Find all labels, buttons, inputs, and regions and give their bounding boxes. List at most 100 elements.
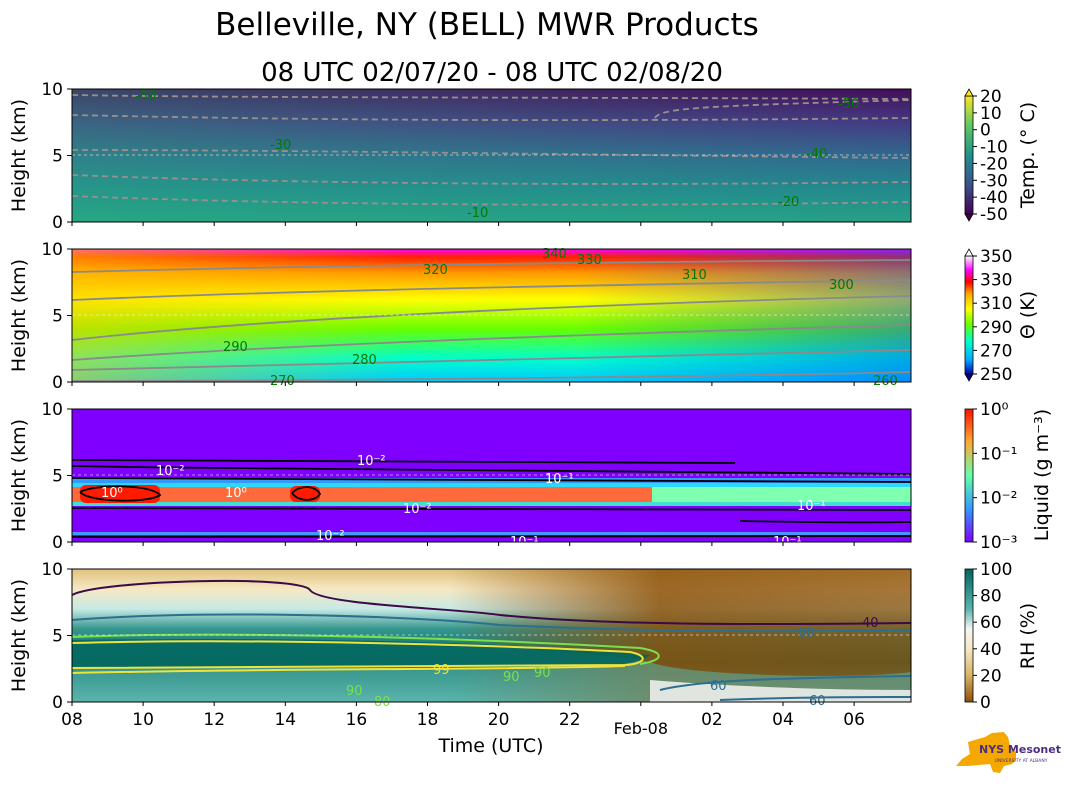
colorbar-tick-label: 60 <box>980 613 1002 633</box>
contour-label: 60 <box>798 626 815 641</box>
panel-temperature: -50 -30 -10 -50 -40 -20 <box>71 88 912 223</box>
temperature-contour-labels: -50 -30 -10 -50 -40 -20 <box>135 89 859 221</box>
colorbar-temperature <box>964 88 974 222</box>
figure-title: Belleville, NY (BELL) MWR Products <box>215 7 759 43</box>
contour-label: -50 <box>838 97 859 112</box>
x-tick-label: 02 <box>701 710 723 730</box>
contour-label: 290 <box>223 340 248 355</box>
panel-rh: 40 60 99 90 90 60 60 90 80 <box>71 568 912 710</box>
new-york-state-icon <box>956 732 1016 773</box>
contour-label: 90 <box>534 666 551 681</box>
y-tick-label: 5 <box>52 467 63 487</box>
x-axis-label: Time (UTC) <box>437 735 543 757</box>
colorbar-tick-label: 100 <box>980 560 1012 580</box>
colorbar-tick-label: 80 <box>980 587 1002 607</box>
contour-label: 10⁻² <box>316 529 345 544</box>
contour-label: 10⁰ <box>225 486 247 501</box>
contour-label: 330 <box>577 253 602 268</box>
contour-label: 99 <box>433 663 450 678</box>
x-tick-label: 10 <box>132 710 154 730</box>
colorbar-tick-label: 310 <box>980 294 1012 314</box>
colorbar-ticks: 20100-10-20-30-40-5035033031029027025010… <box>973 87 1017 713</box>
colorbar-label-rh: RH (%) <box>1017 603 1039 669</box>
x-tick-label: 18 <box>417 710 439 730</box>
theta-contours <box>71 259 912 382</box>
colorbar-theta <box>964 248 974 382</box>
contour-label: 90 <box>503 670 520 685</box>
liquid-field <box>72 409 911 542</box>
colorbar-label-liquid: Liquid (g m⁻³) <box>1031 409 1053 541</box>
colorbar-tick-label: 330 <box>980 271 1012 291</box>
colorbar-tick-label: 40 <box>980 640 1002 660</box>
rh-contours <box>71 579 912 701</box>
colorbar-tick-label: 290 <box>980 318 1012 338</box>
nys-mesonet-logo: NYS Mesonet UNIVERSITY AT ALBANY <box>956 732 1061 773</box>
y-tick-label: 0 <box>52 373 63 393</box>
contour-label: 310 <box>682 268 707 283</box>
y-tick-label: 0 <box>52 213 63 233</box>
y-tick-label: 10 <box>41 80 63 100</box>
contour-label: -40 <box>806 147 827 162</box>
contour-label: 60 <box>710 679 727 694</box>
colorbar-tick-label: 10 <box>980 104 1002 124</box>
contour-label: 10⁻² <box>403 502 432 517</box>
colorbar-label-temperature: Temp. (° C) <box>1017 102 1039 209</box>
colorbar-tick-label: 10⁻² <box>980 489 1017 509</box>
y-tick-label: 5 <box>52 147 63 167</box>
x-tick-label: 04 <box>772 710 794 730</box>
colorbar-tick-label: 270 <box>980 341 1012 361</box>
panel-liquid: 10⁻² 10⁻² 10⁰ 10⁰ 10⁻¹ 10⁻² 10⁻¹ 10⁻² 10… <box>71 408 912 550</box>
figure-subtitle: 08 UTC 02/07/20 - 08 UTC 02/08/20 <box>261 58 723 88</box>
y-tick-label: 5 <box>52 627 63 647</box>
y-axis-label: Height (km) <box>8 419 30 532</box>
logo-text: NYS Mesonet <box>979 743 1061 756</box>
x-tick-label: 12 <box>203 710 225 730</box>
contour-label: 280 <box>352 353 377 368</box>
colorbar-tick-label: 0 <box>980 121 991 141</box>
y-axis-label: Height (km) <box>8 99 30 212</box>
contour-label: 320 <box>423 263 448 278</box>
y-axes: 0 5 10 Height (km) 0 5 10 Height (km) 0 5 10 Height… <box>8 80 72 713</box>
x-tick-label: 14 <box>274 710 296 730</box>
panel-theta: 320 330 340 310 300 290 280 270 260 <box>71 247 912 389</box>
colorbar-tick-label: 10⁻³ <box>980 533 1017 553</box>
contour-label: -30 <box>270 138 291 153</box>
x-tick-label: 06 <box>843 710 865 730</box>
contour-label: 90 <box>346 684 363 699</box>
colorbar-tick-label: 0 <box>980 693 991 713</box>
colorbar-liquid <box>964 408 974 543</box>
colorbar-tick-label: -20 <box>980 154 1008 174</box>
colorbar-tick-label: 250 <box>980 365 1012 385</box>
y-tick-label: 10 <box>41 400 63 420</box>
contour-label: -20 <box>778 195 799 210</box>
y-tick-label: 10 <box>41 240 63 260</box>
colorbar-label-theta: Θ (K) <box>1017 291 1039 339</box>
contour-label: 10⁰ <box>101 486 123 501</box>
contour-label: 40 <box>862 616 879 631</box>
logo-subtext: UNIVERSITY AT ALBANY <box>995 758 1048 764</box>
x-tick-label: Feb-08 <box>614 719 668 738</box>
x-tick-label: 08 <box>61 710 83 730</box>
y-tick-label: 0 <box>52 693 63 713</box>
y-tick-label: 5 <box>52 307 63 327</box>
x-tick-label: 22 <box>559 710 581 730</box>
colorbar-tick-label: 10⁻¹ <box>980 444 1017 464</box>
contour-label: 340 <box>542 247 567 262</box>
colorbar-tick-label: -50 <box>980 205 1008 225</box>
x-axis: 08 10 12 14 16 18 20 22 Feb-08 02 04 06 <box>61 222 865 738</box>
contour-label: 10⁻² <box>357 454 386 469</box>
y-axis-label: Height (km) <box>8 259 30 372</box>
contour-label: 10⁻¹ <box>797 499 826 514</box>
colorbar-tick-label: 20 <box>980 87 1002 107</box>
colorbar-tick-label: -30 <box>980 171 1008 191</box>
colorbar-tick-label: 350 <box>980 247 1012 267</box>
y-tick-label: 10 <box>41 560 63 580</box>
colorbar-tick-label: 10⁰ <box>980 400 1009 420</box>
contour-label: 10⁻² <box>156 464 185 479</box>
contour-label: -10 <box>467 206 488 221</box>
contour-label: -50 <box>135 89 156 104</box>
colorbar-tick-label: -10 <box>980 138 1008 158</box>
contour-label: 10⁻¹ <box>545 472 574 487</box>
x-tick-label: 16 <box>346 710 368 730</box>
